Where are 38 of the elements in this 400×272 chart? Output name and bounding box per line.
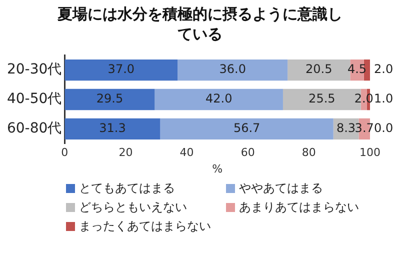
y-tick-label: 60-80代 [6,120,62,137]
legend-label: まったくあてはまらない [79,218,211,235]
data-label: 3.7 [354,121,374,136]
x-tick-label: 80 [302,146,316,160]
bar [160,118,334,140]
x-axis-title: % [212,162,223,176]
data-label: 56.7 [233,121,260,136]
legend-label: とてもあてはまる [79,180,175,197]
data-label: 29.5 [96,92,124,106]
data-label: 36.0 [219,62,246,76]
legend-label: どちらともいえない [79,199,187,216]
bar [178,60,288,81]
data-label: 25.5 [308,92,336,106]
bar [64,60,178,81]
data-label: 31.3 [99,121,126,136]
bar [154,88,283,110]
x-tick-label: 20 [118,146,133,160]
data-label: 1.0 [374,92,394,106]
y-tick-label: 40-50代 [6,91,62,108]
data-label: 4.5 [347,62,367,76]
data-label: 2.0 [354,92,374,106]
data-label: 20.5 [306,62,332,76]
bar [64,118,160,140]
x-tick-label: 100 [360,146,380,160]
data-label: 2.0 [374,62,394,76]
chart-title: 夏場には水分を積極的に摂るように意識している [56,4,344,44]
legend-label: ややあてはまる [239,180,323,197]
data-label: 0.0 [374,121,394,136]
x-tick-label: 0 [61,146,68,160]
data-label: 42.0 [206,92,232,106]
x-tick-label: 60 [240,146,255,160]
data-label: 8.3 [336,121,356,136]
bar [64,88,155,110]
data-label: 37.0 [108,62,135,76]
y-tick-label: 20-30代 [6,62,62,78]
bar [364,60,370,81]
x-tick-label: 40 [180,146,194,160]
legend-label: あまりあてはまらない [239,199,359,216]
